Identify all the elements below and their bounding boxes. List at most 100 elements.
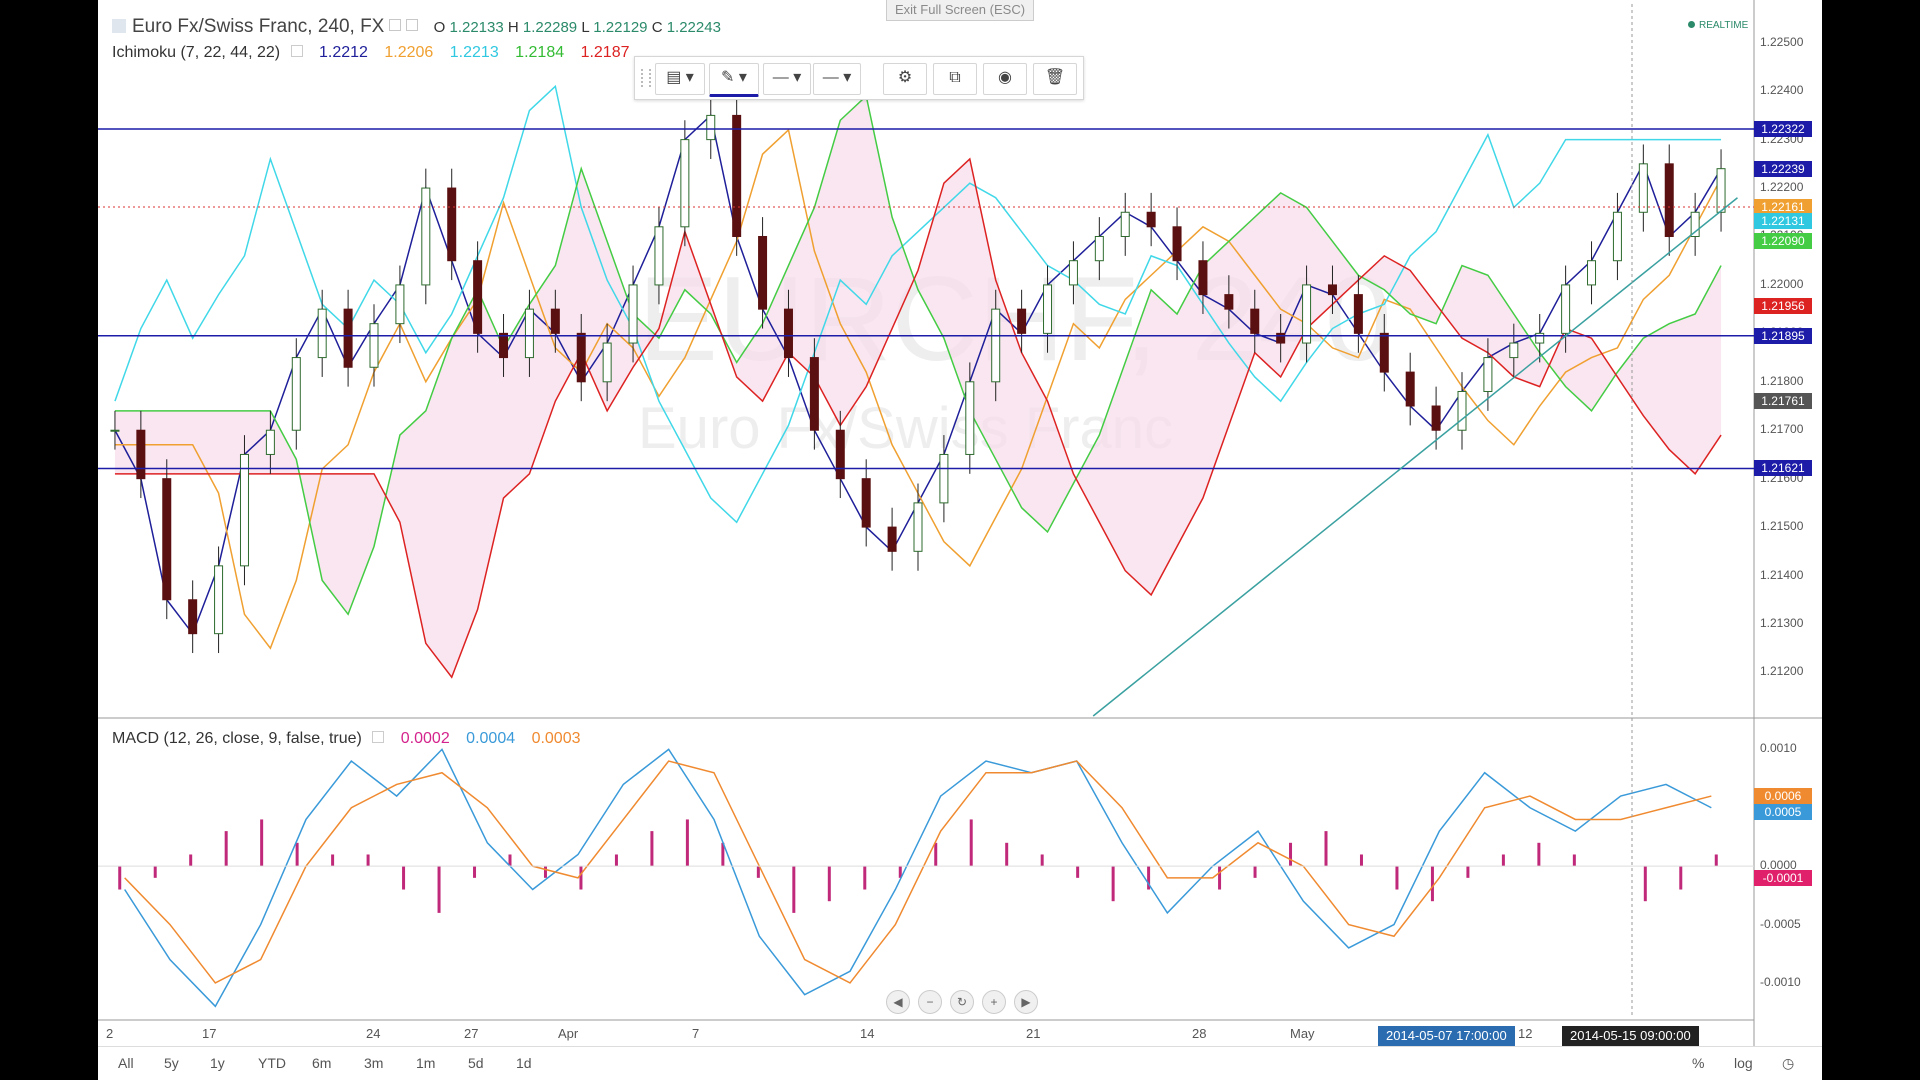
range-button-3m[interactable]: 3m xyxy=(364,1055,384,1071)
settings-small-icon[interactable] xyxy=(389,19,402,31)
range-button-5y[interactable]: 5y xyxy=(164,1055,179,1071)
candle-body xyxy=(188,599,198,635)
price-tick-label: 1.22500 xyxy=(1760,34,1804,49)
range-button-5d[interactable]: 5d xyxy=(468,1055,484,1071)
candle xyxy=(1690,192,1700,256)
range-bar: All 5y 1y YTD 6m 3m 1m 5d 1d % log ◷ xyxy=(98,1046,1822,1080)
candle xyxy=(343,289,353,387)
template-button[interactable]: ▤ ▾ xyxy=(655,63,705,95)
pencil-icon: ✎ ▾ xyxy=(721,69,747,86)
visibility-small-icon[interactable] xyxy=(406,19,419,31)
candle-body xyxy=(1353,294,1363,334)
candle-body xyxy=(447,187,457,262)
price-tick-label: 1.21200 xyxy=(1760,664,1804,679)
candle xyxy=(991,289,1001,402)
candle-body xyxy=(1146,211,1156,228)
price-tick-label: 1.22400 xyxy=(1760,83,1804,98)
candle xyxy=(1379,313,1389,392)
candle xyxy=(861,459,871,547)
tenkan-value: 1.2212 xyxy=(319,44,368,61)
reset-button[interactable]: ↻ xyxy=(950,990,974,1014)
price-tick-label: 1.22200 xyxy=(1760,180,1804,195)
trash-icon: 🗑 xyxy=(1044,69,1066,86)
candle xyxy=(965,362,975,474)
range-button-1d[interactable]: 1d xyxy=(516,1055,532,1071)
candle xyxy=(887,507,897,571)
candle-body xyxy=(680,139,690,228)
range-button-1y[interactable]: 1y xyxy=(210,1055,225,1071)
candle xyxy=(1638,144,1648,232)
line-style-button[interactable]: — ▾ xyxy=(763,63,811,95)
candle-body xyxy=(835,429,845,480)
macd-label: MACD (12, 26, close, 9, false, true) xyxy=(112,730,362,747)
candle xyxy=(110,410,120,450)
candle xyxy=(758,217,768,329)
ichimoku-legend[interactable]: Ichimoku (7, 22, 44, 22) 1.2212 1.2206 1… xyxy=(112,44,630,62)
candle-body xyxy=(1664,163,1674,237)
price-tick-label: 1.21300 xyxy=(1760,615,1804,630)
scroll-right-button[interactable]: ▶ xyxy=(1014,990,1038,1014)
clone-button[interactable]: ⧉ xyxy=(933,63,977,95)
clock-icon[interactable]: ◷ xyxy=(1782,1055,1795,1071)
candle xyxy=(1250,289,1260,353)
log-toggle[interactable]: log xyxy=(1734,1055,1753,1071)
range-button-ytd[interactable]: YTD xyxy=(258,1055,286,1071)
signal-line xyxy=(124,760,1712,984)
candle xyxy=(654,207,664,305)
candle-body xyxy=(1379,332,1389,373)
candle xyxy=(524,289,534,377)
drag-handle-icon[interactable] xyxy=(641,69,651,87)
visibility-button[interactable]: ◉ xyxy=(983,63,1027,95)
percent-toggle[interactable]: % xyxy=(1692,1055,1705,1071)
range-button-all[interactable]: All xyxy=(118,1055,134,1071)
line-width-button[interactable]: — ▾ xyxy=(813,63,861,95)
candle-body xyxy=(913,502,923,552)
range-button-1m[interactable]: 1m xyxy=(416,1055,436,1071)
senkou-a-value: 1.2184 xyxy=(515,44,565,61)
candle xyxy=(136,410,146,499)
macd-tick-label: -0.0010 xyxy=(1760,974,1801,989)
candle-body xyxy=(1302,284,1312,344)
crosshair-date-tag: 2014-05-15 09:00:00 xyxy=(1562,1026,1699,1046)
candle xyxy=(214,546,224,654)
candle xyxy=(317,289,327,377)
kijun-value: 1.2206 xyxy=(384,44,434,61)
macd-legend[interactable]: MACD (12, 26, close, 9, false, true) 0.0… xyxy=(112,730,581,748)
time-tick-label: 12 xyxy=(1518,1026,1533,1041)
time-tick-label: May xyxy=(1290,1026,1315,1041)
zoom-out-button[interactable]: − xyxy=(918,990,942,1014)
price-tick-label: 1.21400 xyxy=(1760,567,1804,582)
scroll-left-button[interactable]: ◀ xyxy=(886,990,910,1014)
minus-icon: − xyxy=(926,995,934,1009)
candle-body xyxy=(395,284,405,325)
line-color-button[interactable]: ✎ ▾ xyxy=(709,63,759,97)
symbol-title[interactable]: Euro Fx/Swiss Franc, 240, FX xyxy=(132,16,385,37)
candle xyxy=(1405,352,1415,426)
senkou-b-line xyxy=(114,157,1722,679)
ichimoku-label: Ichimoku (7, 22, 44, 22) xyxy=(112,44,281,61)
candle xyxy=(1120,192,1130,256)
macd-settings-icon[interactable] xyxy=(372,731,385,743)
ichimoku-cloud xyxy=(114,96,1722,678)
candle xyxy=(395,265,405,344)
price-tag: 1.21761 xyxy=(1754,392,1812,409)
line-style-icon: — ▾ xyxy=(772,69,802,86)
time-tick-label: Apr xyxy=(558,1026,579,1041)
candle xyxy=(576,313,586,402)
candle xyxy=(732,96,742,256)
settings-button[interactable]: ⚙ xyxy=(883,63,927,95)
delete-button[interactable]: 🗑 xyxy=(1033,63,1077,95)
exit-fullscreen-button[interactable]: Exit Full Screen (ESC) xyxy=(886,0,1035,21)
candle-body xyxy=(1561,284,1571,334)
ichimoku-settings-icon[interactable] xyxy=(290,45,303,57)
macd-tick-label: 0.0010 xyxy=(1760,741,1797,756)
range-button-6m[interactable]: 6m xyxy=(312,1055,332,1071)
candle xyxy=(1043,265,1053,353)
candle-body xyxy=(783,308,793,359)
price-tag: 1.22239 xyxy=(1754,161,1812,178)
price-tick-label: 1.22000 xyxy=(1760,276,1804,291)
zoom-in-button[interactable]: + xyxy=(982,990,1006,1014)
candle-body xyxy=(1612,211,1622,262)
clone-icon: ⧉ xyxy=(949,69,961,86)
